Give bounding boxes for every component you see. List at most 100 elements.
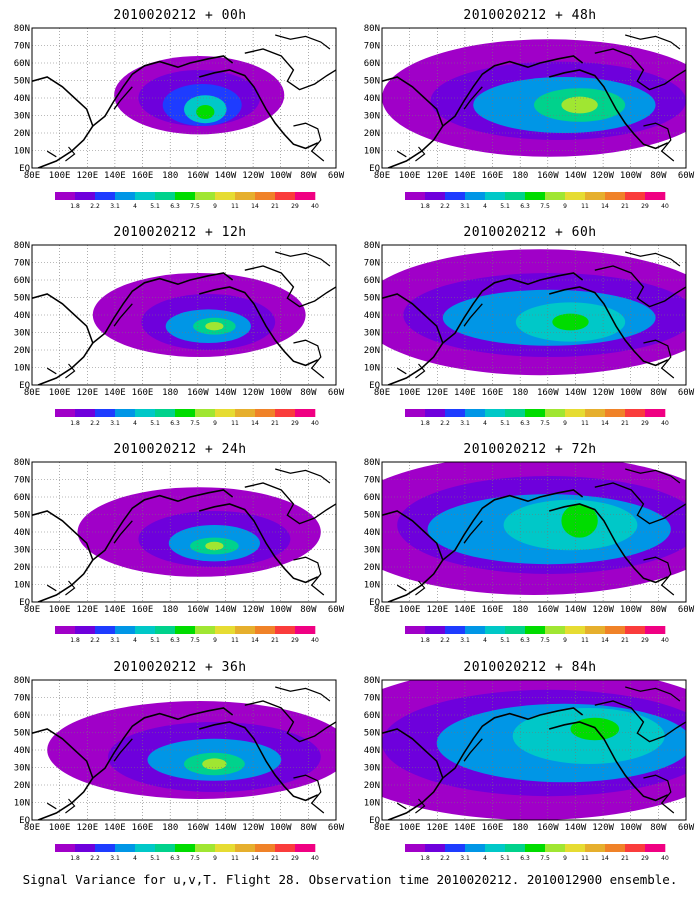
lat-tick-label: 30N [14,112,30,122]
colorbar-swatch [545,409,566,417]
lon-tick-label: 120W [242,823,264,833]
lon-tick-label: 100W [270,171,292,181]
colorbar-label: 40 [311,637,319,644]
colorbar-label: 3.1 [110,420,120,427]
colorbar-swatch [75,844,96,852]
colorbar-swatch [425,844,446,852]
colorbar-label: 2.2 [90,420,100,427]
colorbar-label: 11 [231,203,239,210]
lon-tick-label: 160E [482,823,504,833]
colorbar-swatch [565,192,586,200]
colorbar-label: 2.2 [440,203,450,210]
colorbar-label: 21 [271,855,279,862]
colorbar-swatch [95,192,116,200]
lon-tick-label: 140W [565,171,587,181]
colorbar-swatch [565,626,586,634]
lon-tick-label: 160E [482,605,504,615]
colorbar-swatch [135,192,156,200]
lat-tick-label: 20N [14,346,30,356]
colorbar-label: 9 [563,855,567,862]
lon-tick-label: 120W [592,823,614,833]
lon-tick-label: 60W [328,171,345,181]
lat-tick-label: 80N [364,241,380,251]
colorbar-label: 14 [251,203,259,210]
lon-tick-label: 140W [565,388,587,398]
lat-tick-label: 50N [14,77,30,87]
colorbar-swatch [625,409,646,417]
colorbar-label: 7.5 [190,420,200,427]
lon-tick-label: 160E [482,388,504,398]
lat-tick-label: 70N [364,694,380,704]
lat-tick-label: 30N [14,764,30,774]
lon-tick-label: 100E [49,605,71,615]
colorbar: 1.8 2.2 3.1 4 5.1 6.3 7.5 9 11 14 21 29 40 [405,844,669,862]
colorbar-label: 9 [213,203,217,210]
lon-tick-label: 100E [399,605,421,615]
colorbar-swatch [115,844,136,852]
lat-tick-label: 20N [364,346,380,356]
lon-tick-label: 60W [328,388,345,398]
lon-tick-label: 120E [76,823,98,833]
lon-tick-label: 100W [620,171,642,181]
colorbar-swatch [295,626,316,634]
colorbar-label: 4 [483,637,487,644]
colorbar-label: 11 [231,420,239,427]
colorbar-label: 7.5 [540,637,550,644]
colorbar-swatch [525,192,546,200]
colorbar-swatch [645,409,666,417]
colorbar-label: 5.1 [150,637,160,644]
lat-tick-label: 70N [14,476,30,486]
colorbar-label: 7.5 [190,637,200,644]
lon-tick-label: 80E [374,605,390,615]
colorbar-label: 3.1 [460,637,470,644]
lon-tick-label: 80W [300,388,317,398]
lon-tick-label: 80W [300,605,317,615]
colorbar-swatch [645,626,666,634]
colorbar-swatch [215,626,236,634]
colorbar-label: 6.3 [520,637,530,644]
colorbar-swatch [585,626,606,634]
colorbar-swatch [275,192,296,200]
lon-tick-label: 140W [215,388,237,398]
lat-tick-label: EQ [369,816,380,826]
lon-tick-label: 140E [454,388,476,398]
colorbar-swatch [135,844,156,852]
colorbar: 1.8 2.2 3.1 4 5.1 6.3 7.5 9 11 14 21 29 40 [55,409,319,427]
lon-tick-label: 160W [187,171,209,181]
colorbar-swatch [215,409,236,417]
map-panel: 2010020212 + 72h EQ 10N 20N 30N 40N 50N 60N 70N 8… [360,442,700,657]
colorbar-swatch [465,409,486,417]
colorbar-swatch [235,626,256,634]
lat-tick-label: 60N [364,59,380,69]
lon-tick-label: 80E [24,605,40,615]
colorbar-label: 2.2 [440,855,450,862]
colorbar-swatch [485,626,506,634]
lat-tick-label: 10N [364,581,380,591]
colorbar-label: 29 [641,637,649,644]
colorbar-swatch [485,409,506,417]
colorbar-label: 21 [271,203,279,210]
colorbar-swatch [405,409,426,417]
lat-tick-label: 80N [14,458,30,468]
colorbar-swatch [235,844,256,852]
colorbar-swatch [275,626,296,634]
colorbar-swatch [505,192,526,200]
lat-tick-label: 40N [364,528,380,538]
lat-tick-label: 30N [14,329,30,339]
map-plot: EQ 10N 20N 30N 40N 50N 60N 70N 80N 80E 100E 120E 140… [360,225,700,440]
colorbar-swatch [525,409,546,417]
colorbar-label: 1.8 [420,420,430,427]
lon-tick-label: 140W [565,823,587,833]
colorbar-swatch [545,626,566,634]
lat-tick-label: 60N [14,276,30,286]
lon-tick-label: 80W [650,823,667,833]
colorbar-swatch [625,844,646,852]
colorbar-label: 40 [661,855,669,862]
colorbar-swatch [605,626,626,634]
lat-tick-label: 50N [364,511,380,521]
lon-tick-label: 100W [270,388,292,398]
colorbar-label: 29 [641,855,649,862]
lon-tick-label: 80E [24,823,40,833]
colorbar-label: 4 [483,855,487,862]
lon-tick-label: 140W [215,823,237,833]
